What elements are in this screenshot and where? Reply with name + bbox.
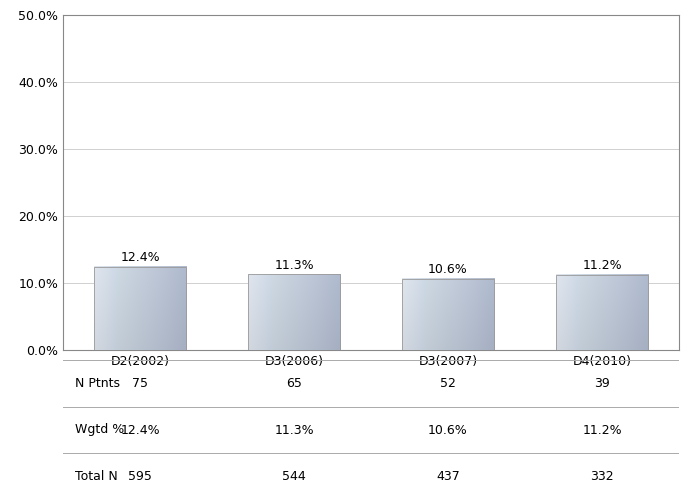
Text: 10.6%: 10.6% [428, 424, 468, 436]
Text: 11.3%: 11.3% [274, 258, 314, 272]
Text: 595: 595 [128, 470, 152, 483]
Text: Total N: Total N [76, 470, 118, 483]
Bar [94, 267, 186, 350]
Text: 39: 39 [594, 377, 610, 390]
Text: 11.2%: 11.2% [582, 260, 622, 272]
Text: 12.4%: 12.4% [120, 251, 160, 264]
Text: 10.6%: 10.6% [428, 264, 468, 276]
Text: Wgtd %: Wgtd % [76, 424, 125, 436]
Text: 437: 437 [436, 470, 460, 483]
Text: 12.4%: 12.4% [120, 424, 160, 436]
Bar [402, 279, 494, 350]
Bar [248, 274, 340, 350]
Bar [556, 275, 648, 350]
Text: 75: 75 [132, 377, 148, 390]
Text: 544: 544 [282, 470, 306, 483]
Text: 52: 52 [440, 377, 456, 390]
Text: N Ptnts: N Ptnts [76, 377, 120, 390]
Text: 11.2%: 11.2% [582, 424, 622, 436]
Text: 11.3%: 11.3% [274, 424, 314, 436]
Text: 332: 332 [590, 470, 614, 483]
Text: 65: 65 [286, 377, 302, 390]
